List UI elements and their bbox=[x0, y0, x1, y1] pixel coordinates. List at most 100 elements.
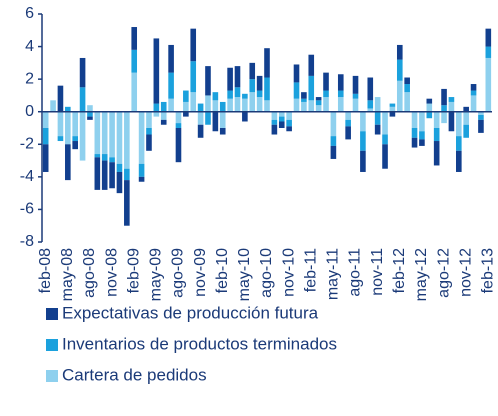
bar-segment bbox=[433, 128, 440, 142]
bar-segment bbox=[50, 100, 56, 112]
bar-segment bbox=[404, 84, 410, 93]
bar-segment bbox=[219, 111, 226, 128]
bar-segment bbox=[197, 111, 204, 125]
bar-segment bbox=[87, 116, 93, 120]
bar-segment bbox=[271, 124, 278, 135]
bar-segment bbox=[131, 49, 138, 73]
bar-segment bbox=[382, 144, 388, 169]
bar-segment bbox=[396, 80, 403, 112]
bar-segment bbox=[249, 92, 256, 112]
bar-segment bbox=[448, 111, 455, 132]
bar-segment bbox=[205, 111, 211, 125]
x-tick-label: feb-11 bbox=[302, 248, 319, 292]
bar-segment bbox=[65, 106, 71, 112]
bar-segment bbox=[456, 150, 462, 172]
bar-segment bbox=[345, 119, 351, 127]
bar-segment bbox=[242, 111, 248, 122]
bar-segment bbox=[212, 100, 219, 112]
bar-segment bbox=[345, 111, 351, 120]
bar-segment bbox=[131, 27, 138, 50]
bar-segment bbox=[168, 72, 174, 99]
bar-segment bbox=[87, 111, 93, 117]
bar-segment bbox=[374, 111, 381, 125]
bar-segment bbox=[470, 84, 477, 91]
bar-segment bbox=[337, 97, 344, 112]
x-tick-label: nov-08 bbox=[103, 248, 120, 297]
bar-segment bbox=[160, 101, 167, 112]
x-tick-label: may-11 bbox=[325, 248, 342, 300]
bar-segment bbox=[352, 75, 359, 94]
y-tick-label: -4 bbox=[20, 168, 34, 185]
bar-segment bbox=[42, 111, 49, 128]
bar-segment bbox=[264, 100, 270, 112]
bar-segment bbox=[278, 111, 285, 117]
bar-segment bbox=[234, 97, 241, 112]
bar-segment bbox=[42, 144, 49, 172]
bar-segment bbox=[323, 90, 329, 98]
bar-segment bbox=[278, 121, 285, 128]
bar-segment bbox=[94, 111, 101, 155]
bar-segment bbox=[153, 111, 160, 117]
bar-segment bbox=[389, 103, 396, 107]
bar-segment bbox=[352, 98, 359, 112]
bar-segment bbox=[463, 106, 469, 112]
bar-segment bbox=[65, 144, 71, 181]
bar-segment bbox=[138, 163, 145, 177]
bar-segment bbox=[345, 126, 351, 140]
bar-segment bbox=[124, 168, 130, 181]
bar-segment bbox=[190, 61, 197, 93]
bar-segment bbox=[153, 103, 160, 112]
bar-segment bbox=[242, 98, 248, 112]
x-tick-label: nov-11 bbox=[369, 248, 386, 296]
y-tick-label: -8 bbox=[20, 233, 34, 250]
bar-segment bbox=[478, 114, 484, 120]
x-tick-label: nov-09 bbox=[192, 248, 209, 297]
x-tick-label: ago-12 bbox=[435, 248, 452, 298]
bar-segment bbox=[456, 111, 462, 137]
bar-segment bbox=[470, 95, 477, 112]
bar-segment bbox=[264, 77, 270, 101]
bar-segment bbox=[79, 111, 86, 161]
bar-segment bbox=[168, 44, 174, 73]
bar-segment bbox=[374, 124, 381, 135]
x-tick-label: may-10 bbox=[236, 248, 253, 301]
bar-segment bbox=[470, 90, 477, 96]
bar-segment bbox=[183, 101, 189, 112]
legend-label: Inventarios de productos terminados bbox=[62, 334, 337, 353]
x-tick-label: may-12 bbox=[413, 248, 430, 301]
bar-segment bbox=[352, 93, 359, 99]
bar-segment bbox=[234, 87, 241, 98]
bar-segment bbox=[190, 28, 197, 62]
bar-segment bbox=[441, 111, 447, 124]
bar-segment bbox=[278, 116, 285, 122]
bar-segment bbox=[367, 100, 374, 109]
bar-segment bbox=[374, 97, 381, 112]
bar-segment bbox=[249, 79, 256, 93]
bar-segment bbox=[146, 128, 152, 135]
bar-segment bbox=[72, 136, 78, 142]
bar-segment bbox=[485, 46, 492, 58]
bar-segment bbox=[441, 105, 447, 112]
bar-segment bbox=[175, 128, 182, 163]
bar-segment bbox=[293, 98, 300, 112]
bar-segment bbox=[301, 98, 307, 102]
bar-segment bbox=[441, 88, 447, 106]
bar-segment bbox=[219, 101, 226, 112]
legend-label: Cartera de pedidos bbox=[62, 365, 207, 384]
bar-segment bbox=[301, 92, 307, 99]
bar-segment bbox=[116, 111, 123, 164]
x-tick-label: feb-08 bbox=[37, 248, 54, 293]
bar-segment bbox=[315, 97, 322, 101]
bar-segment bbox=[411, 137, 418, 148]
bar-segment bbox=[219, 128, 226, 135]
bar-segment bbox=[367, 108, 374, 112]
x-tick-label: feb-12 bbox=[391, 248, 408, 293]
bar-segment bbox=[396, 59, 403, 81]
bar-segment bbox=[72, 141, 78, 150]
x-tick-label: may-08 bbox=[59, 248, 76, 301]
bar-segment bbox=[212, 92, 219, 101]
bar-segment bbox=[293, 64, 300, 83]
bar-segment bbox=[271, 119, 278, 125]
bar-segment bbox=[212, 111, 219, 132]
